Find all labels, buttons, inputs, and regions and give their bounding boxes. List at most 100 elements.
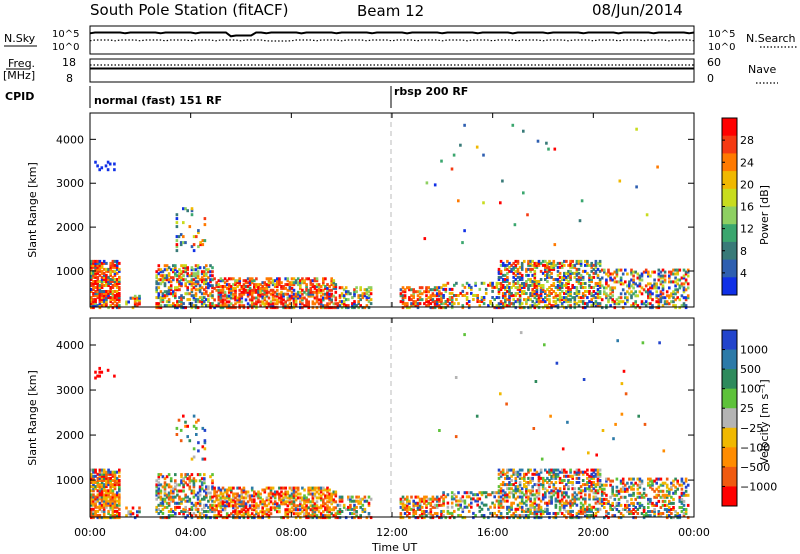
- echo-cell: [107, 275, 110, 279]
- echo-cell: [98, 468, 102, 472]
- echo-cell: [282, 516, 285, 520]
- echo-cell: [684, 288, 688, 292]
- echo-cell: [182, 414, 185, 418]
- echo-cell: [100, 503, 104, 507]
- echo-cell: [340, 292, 344, 296]
- echo-cell: [548, 261, 551, 265]
- echo-cell: [541, 483, 545, 487]
- echo-cell: [615, 268, 619, 272]
- echo-cell: [506, 263, 509, 267]
- echo-cell: [301, 281, 304, 285]
- echo-cell: [592, 275, 596, 279]
- echo-cell: [90, 512, 93, 515]
- echo-cell: [303, 508, 306, 512]
- echo-cell: [167, 485, 171, 489]
- echo-cell: [512, 495, 515, 499]
- echo-cell: [506, 275, 509, 279]
- echo-cell: [489, 302, 492, 306]
- echo-cell: [261, 288, 264, 292]
- echo-cell: [219, 506, 223, 510]
- echo-cell: [336, 503, 340, 507]
- echo-cell: [550, 275, 553, 279]
- echo-cell: [499, 483, 503, 487]
- echo-cell: [211, 507, 214, 511]
- echo-cell: [167, 298, 171, 302]
- echo-cell: [259, 286, 262, 290]
- echo-cell: [516, 503, 520, 507]
- echo-cell: [590, 476, 593, 480]
- echo-cell: [640, 300, 644, 304]
- echo-cell: [527, 286, 530, 289]
- echo-cell: [621, 495, 625, 499]
- echo-cell: [184, 284, 187, 288]
- echo-cell: [450, 296, 454, 299]
- echo-cell: [573, 265, 577, 269]
- echo-cell: [435, 499, 439, 503]
- echo-cell: [668, 302, 671, 306]
- echo-cell: [567, 479, 570, 482]
- echo-cell: [433, 286, 437, 290]
- echo-cell: [655, 300, 658, 304]
- echo-cell: [155, 493, 158, 497]
- echo-cell: [600, 489, 604, 493]
- echo-cell: [607, 477, 610, 481]
- echo-cell: [253, 302, 256, 306]
- echo-cell: [425, 503, 428, 507]
- echo-cell: [607, 501, 610, 505]
- colorbar-swatch: [722, 259, 737, 278]
- echo-cell: [613, 270, 617, 274]
- echo-cell: [223, 294, 227, 298]
- echo-cell: [125, 506, 128, 510]
- echo-cell: [182, 278, 185, 282]
- echo-cell: [569, 263, 572, 267]
- echo-cell: [630, 477, 633, 481]
- echo-cell: [94, 302, 97, 306]
- echo-cell: [338, 304, 342, 308]
- echo-cell: [90, 273, 93, 277]
- echo-cell: [221, 300, 225, 304]
- echo-cell: [427, 501, 430, 505]
- echo-cell: [508, 483, 511, 487]
- echo-cell: [129, 512, 133, 516]
- echo-cell: [196, 510, 200, 513]
- echo-cell: [684, 477, 688, 481]
- echo-cell: [560, 286, 564, 289]
- echo-cell: [632, 286, 635, 290]
- colorbar-tick-label: 25: [740, 402, 754, 415]
- echo-cell: [234, 506, 237, 510]
- echo-cell: [332, 498, 336, 502]
- echo-cell: [286, 514, 290, 518]
- echo-cell: [188, 292, 192, 296]
- echo-cell: [342, 294, 346, 298]
- echo-cell: [188, 298, 192, 302]
- echo-cell: [269, 492, 273, 496]
- echo-cell: [548, 259, 551, 263]
- echo-cell: [155, 306, 158, 310]
- echo-cell: [94, 376, 97, 380]
- echo-cell: [575, 472, 579, 476]
- echo-cell: [326, 306, 329, 310]
- echo-cell: [165, 290, 169, 294]
- echo-cell: [520, 267, 524, 271]
- echo-cell: [628, 284, 631, 288]
- echo-cell: [324, 286, 327, 290]
- echo-cell: [611, 489, 614, 493]
- echo-cell: [221, 486, 225, 490]
- echo-cell: [192, 278, 196, 282]
- echo-cell: [90, 509, 93, 513]
- echo-cell: [282, 306, 285, 310]
- echo-cell: [205, 268, 208, 272]
- echo-cell: [324, 292, 327, 296]
- echo-cell: [194, 505, 198, 509]
- echo-cell: [238, 296, 241, 300]
- echo-cell: [209, 280, 212, 284]
- echo-cell: [619, 268, 623, 272]
- echo-cell: [96, 267, 100, 271]
- echo-cell: [634, 306, 637, 310]
- echo-cell: [92, 485, 95, 489]
- echo-cell: [174, 272, 177, 276]
- echo-cell: [438, 290, 441, 294]
- echo-cell: [624, 302, 627, 306]
- echo-cell: [416, 495, 420, 499]
- echo-cell: [363, 288, 367, 292]
